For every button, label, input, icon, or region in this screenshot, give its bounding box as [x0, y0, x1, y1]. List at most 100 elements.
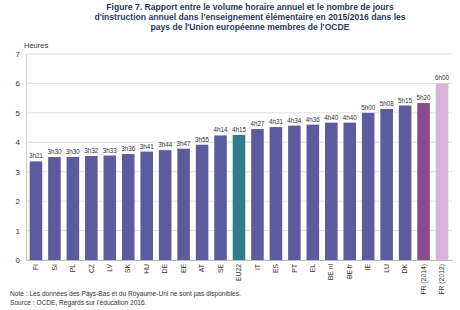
x-tick-label: PL: [69, 264, 76, 273]
data-label: 3h47: [177, 140, 192, 147]
bar: [30, 161, 43, 260]
data-labels: 3h213h303h303h323h333h363h413h443h473h55…: [29, 74, 450, 159]
bar: [380, 109, 393, 260]
data-label: 5h00: [361, 104, 376, 111]
data-label: 5h08: [380, 100, 395, 107]
x-tick-label: SK: [124, 264, 131, 274]
x-tick-label: PT: [291, 264, 298, 273]
bar: [159, 150, 172, 260]
x-tick-label: DE: [161, 264, 168, 274]
data-label: 4h15: [232, 126, 247, 133]
x-tick: PT: [291, 260, 298, 273]
y-tick: 2: [16, 197, 26, 206]
bar: [196, 145, 209, 260]
chart: Figure 7. Rapport entre le volume horair…: [0, 0, 460, 310]
x-tick-label: EE: [180, 264, 187, 274]
y-tick: 0: [16, 256, 26, 265]
x-tick: SI: [51, 260, 58, 270]
x-tick-label: FR (2014): [420, 264, 428, 295]
x-tick: IT: [254, 260, 261, 270]
data-label: 3h41: [140, 143, 155, 150]
bar: [251, 129, 264, 260]
data-label: 3h32: [84, 147, 99, 154]
x-tick-label: SE: [217, 264, 224, 274]
data-label: 5h15: [398, 97, 413, 104]
x-tick-label: FR (2012): [438, 264, 446, 295]
note: Source : OCDE, Regards sur l'éducation 2…: [10, 299, 147, 307]
x-tick: EL: [309, 260, 316, 272]
y-tick: 1: [16, 227, 26, 236]
x-tick: DE: [161, 260, 168, 273]
bar: [233, 135, 246, 260]
x-tick-label: BE fr: [346, 263, 353, 279]
title-line: pays de l'Union européenne membres de l'…: [151, 22, 350, 32]
bar: [270, 127, 283, 260]
x-tick-label: LV: [106, 264, 113, 272]
x-tick: EE: [180, 260, 187, 273]
y-tick-label: 2: [16, 197, 21, 206]
bar: [122, 154, 135, 260]
y-tick: 3: [16, 168, 26, 177]
x-tick-label: IT: [254, 264, 261, 270]
data-label: 3h36: [121, 145, 136, 152]
y-tick-label: 6: [16, 79, 21, 88]
data-label: 3h30: [66, 148, 81, 155]
x-tick: AT: [198, 260, 205, 272]
bar: [67, 157, 80, 260]
data-label: 3h44: [158, 141, 173, 148]
title-line: d'instruction annuel dans l'enseignement…: [94, 12, 405, 22]
bar: [417, 103, 430, 260]
plot: 012345673h213h303h303h323h333h363h413h44…: [16, 50, 453, 295]
bar: [85, 156, 98, 260]
bar: [214, 135, 227, 260]
title-line: Figure 7. Rapport entre le volume horair…: [106, 2, 394, 12]
bar: [140, 152, 153, 260]
x-tick: LU: [383, 260, 390, 273]
x-tick: SK: [124, 260, 131, 273]
x-axis-line: [27, 260, 453, 261]
x-tick: LV: [106, 260, 113, 272]
x-tick-label: IE: [364, 264, 371, 271]
bar: [288, 126, 301, 260]
data-label: 3h33: [103, 147, 118, 154]
x-tick: DK: [401, 260, 408, 273]
x-tick-label: EU22: [235, 264, 242, 281]
data-label: 4h14: [214, 126, 229, 133]
bar: [362, 113, 375, 260]
bars: [30, 83, 449, 260]
x-tick-label: FI: [32, 264, 39, 270]
grid-line: [26, 54, 452, 55]
y-tick: 6: [16, 79, 26, 88]
data-label: 3h21: [29, 152, 44, 159]
y-axis-title: Heures: [24, 41, 48, 50]
x-tick: BE nl: [327, 260, 334, 280]
bar: [325, 123, 338, 260]
x-tick: SE: [217, 260, 224, 273]
data-label: 4h31: [269, 118, 284, 125]
x-tick: FR (2012): [438, 260, 446, 295]
bar: [307, 125, 320, 260]
grid-line: [26, 83, 452, 84]
data-label: 4h40: [324, 114, 339, 121]
x-tick-label: AT: [198, 264, 205, 272]
bar: [399, 106, 412, 261]
x-tick: IE: [364, 260, 371, 270]
y-tick-label: 0: [16, 256, 21, 265]
x-tick-label: SI: [51, 264, 58, 271]
data-label: 4h40: [343, 114, 358, 121]
note: Note : Les données des Pays-Bas et du Ro…: [10, 290, 241, 298]
bar: [48, 157, 61, 260]
y-tick-label: 4: [16, 138, 21, 147]
data-label: 4h34: [287, 117, 302, 124]
x-tick: CZ: [88, 260, 95, 273]
notes: Note : Les données des Pays-Bas et du Ro…: [10, 290, 241, 307]
y-axis: 01234567: [16, 50, 27, 265]
data-label: 4h36: [306, 116, 321, 123]
x-tick: FR (2014): [420, 260, 428, 295]
x-tick: HU: [143, 260, 150, 274]
y-tick-label: 1: [16, 227, 21, 236]
y-tick: 7: [16, 50, 26, 59]
bar: [104, 156, 117, 260]
data-label: 5h20: [417, 94, 432, 101]
data-label: 6h00: [435, 74, 450, 81]
